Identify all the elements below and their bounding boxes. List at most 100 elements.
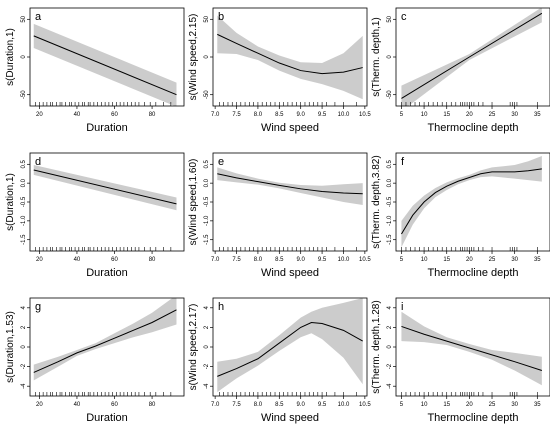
y-tick-label: -4 — [21, 383, 27, 389]
x-tick-label: 8.5 — [275, 257, 284, 263]
y-tick-label: 0 — [21, 345, 27, 349]
x-axis-label: Thermocline depth — [427, 122, 518, 134]
y-axis-label: s(Therm. depth,1.28) — [371, 300, 382, 393]
panel-letter: i — [401, 301, 403, 313]
y-tick-label: 0 — [387, 345, 393, 349]
x-tick-label: 35 — [534, 257, 541, 263]
x-tick-label: 40 — [74, 402, 81, 408]
x-tick-label: 80 — [149, 402, 156, 408]
confidence-band — [217, 15, 363, 100]
panel-letter: d — [35, 156, 41, 168]
y-tick-label: -2 — [21, 363, 27, 369]
y-axis-label: s(Wind speed,1.60) — [188, 159, 199, 246]
y-tick-label: 50 — [204, 15, 210, 22]
smooth-line — [401, 325, 543, 371]
x-tick-label: 9.5 — [318, 112, 327, 118]
x-axis-label: Duration — [86, 412, 128, 424]
x-tick-label: 10.0 — [338, 402, 350, 408]
x-tick-label: 60 — [111, 112, 118, 118]
panel-e: 7.0 7.5 8.0 8.5 9.0 9.5 10.0 10.5 -1.5 -1.0 -0.5 0.… — [188, 152, 371, 279]
x-tick-label: 7.5 — [232, 257, 241, 263]
x-tick-label: 7.5 — [232, 112, 241, 118]
x-tick-label: 40 — [74, 112, 81, 118]
y-tick-label: 0.5 — [387, 159, 393, 168]
y-tick-label: -1.5 — [387, 234, 393, 245]
confidence-band — [217, 298, 363, 393]
y-tick-label: -4 — [387, 383, 393, 389]
x-tick-label: 10 — [421, 112, 428, 118]
y-tick-label: 0 — [204, 55, 210, 59]
y-axis-label: s(Wind speed,2.17) — [188, 304, 199, 391]
x-tick-label: 30 — [511, 257, 518, 263]
y-axis-label: s(Duration,1.53) — [5, 311, 16, 383]
panel-letter: c — [401, 11, 407, 23]
panel-letter: g — [35, 301, 41, 313]
y-tick-label: 4 — [387, 305, 393, 309]
y-axis-label: s(Therm. depth,1) — [371, 17, 382, 96]
y-tick-label: 0 — [21, 55, 27, 59]
y-tick-label: -50 — [21, 90, 27, 99]
x-tick-label: 60 — [111, 257, 118, 263]
x-axis-label: Duration — [86, 267, 128, 279]
panel-letter: b — [218, 11, 224, 23]
panel-f: 5 10 15 20 25 30 35 -1.5 -1.0 -0.5 0.0 0.5 Thermocli… — [371, 152, 550, 279]
y-tick-label: 4 — [21, 305, 27, 309]
x-tick-label: 8.0 — [254, 257, 263, 263]
x-tick-label: 15 — [443, 402, 450, 408]
x-axis-label: Wind speed — [261, 122, 319, 134]
x-axis-label: Thermocline depth — [427, 267, 518, 279]
x-tick-label: 25 — [489, 257, 496, 263]
confidence-band — [217, 167, 363, 206]
x-tick-label: 8.0 — [254, 112, 263, 118]
smooth-line — [217, 173, 363, 195]
y-tick-label: 0 — [387, 55, 393, 59]
x-axis-label: Wind speed — [261, 412, 319, 424]
y-tick-label: 0.0 — [387, 178, 393, 187]
y-tick-label: -0.5 — [204, 196, 210, 207]
y-tick-label: 0 — [204, 345, 210, 349]
y-axis-label: s(Wind speed,2.15) — [188, 14, 199, 101]
smooth-line — [401, 12, 543, 99]
smooth-line — [33, 309, 177, 373]
x-tick-label: 9.5 — [318, 257, 327, 263]
x-tick-label: 10.0 — [338, 257, 350, 263]
x-tick-label: 15 — [443, 112, 450, 118]
y-tick-label: 50 — [21, 15, 27, 22]
x-axis-label: Duration — [86, 122, 128, 134]
panel-i: 5 10 15 20 25 30 35 -4 -2 0 2 4 Thermocline depth s(T… — [371, 297, 550, 424]
x-tick-label: 9.0 — [297, 112, 306, 118]
x-tick-label: 8.0 — [254, 402, 263, 408]
smooth-line — [33, 169, 177, 205]
confidence-band — [401, 156, 542, 248]
x-tick-label: 5 — [400, 402, 404, 408]
confidence-band — [401, 8, 542, 106]
x-tick-label: 20 — [466, 402, 473, 408]
panel-letter: e — [218, 156, 224, 168]
smooth-line — [217, 321, 363, 377]
panel-d: 20 40 60 80 -1.5 -1.0 -0.5 0.0 0.5 Duration s(Dura… — [5, 152, 185, 279]
y-axis-label: s(Duration,1) — [5, 28, 16, 86]
x-tick-label: 15 — [443, 257, 450, 263]
panel-letter: a — [35, 11, 42, 23]
x-tick-label: 35 — [534, 112, 541, 118]
x-tick-label: 80 — [149, 257, 156, 263]
confidence-band — [33, 298, 177, 381]
panel-b: 7.0 7.5 8.0 8.5 9.0 9.5 10.0 10.5 -50 0 50 Wind spe… — [188, 7, 371, 134]
y-tick-label: -1.0 — [204, 215, 210, 226]
x-axis-label: Wind speed — [261, 267, 319, 279]
y-tick-label: -50 — [204, 90, 210, 99]
panel-a: 20 40 60 80 -50 0 50 Duration s(Duration,1) a — [5, 7, 185, 134]
x-tick-label: 60 — [111, 402, 118, 408]
x-tick-label: 30 — [511, 402, 518, 408]
x-tick-label: 10.5 — [359, 257, 371, 263]
y-tick-label: -2 — [387, 363, 393, 369]
y-tick-label: -1.5 — [204, 234, 210, 245]
x-tick-label: 40 — [74, 257, 81, 263]
panel-letter: h — [218, 301, 224, 313]
y-tick-label: -4 — [204, 383, 210, 389]
x-tick-label: 9.0 — [297, 257, 306, 263]
x-tick-label: 5 — [400, 112, 404, 118]
y-tick-label: 4 — [204, 305, 210, 309]
x-axis-label: Thermocline depth — [427, 412, 518, 424]
